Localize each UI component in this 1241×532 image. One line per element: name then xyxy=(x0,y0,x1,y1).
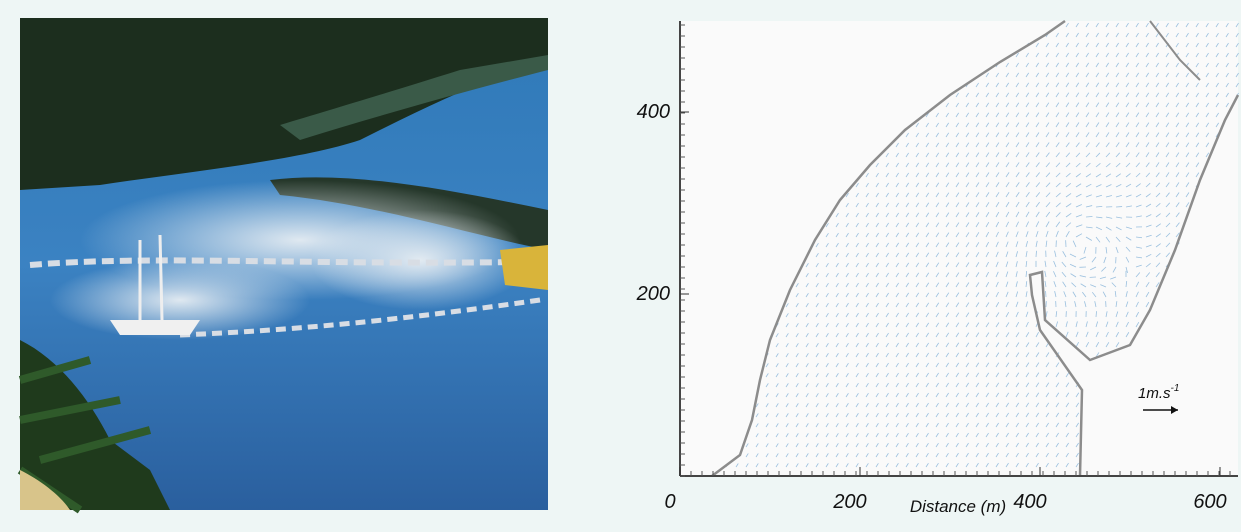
flow-arrow xyxy=(1096,311,1097,317)
figure: Distance (m) 1m.s-1 0 200 400 600 200 400 xyxy=(0,0,1241,527)
x-tick-label: 200 xyxy=(832,491,866,513)
x-axis-title: Distance (m) xyxy=(910,497,1006,516)
page: Distance (m) 1m.s-1 0200400600200400 (()… xyxy=(0,0,1241,532)
x-tick-label: 600 xyxy=(1193,491,1226,513)
y-tick-label: 400 xyxy=(637,101,670,123)
x-tick-label: 0 xyxy=(664,491,675,513)
x-tick-label: 400 xyxy=(1013,491,1046,513)
y-tick-label: 200 xyxy=(636,283,670,305)
photo xyxy=(20,18,548,510)
key-exponent: -1 xyxy=(1171,383,1180,394)
key-unit: 1m.s xyxy=(1138,385,1171,402)
